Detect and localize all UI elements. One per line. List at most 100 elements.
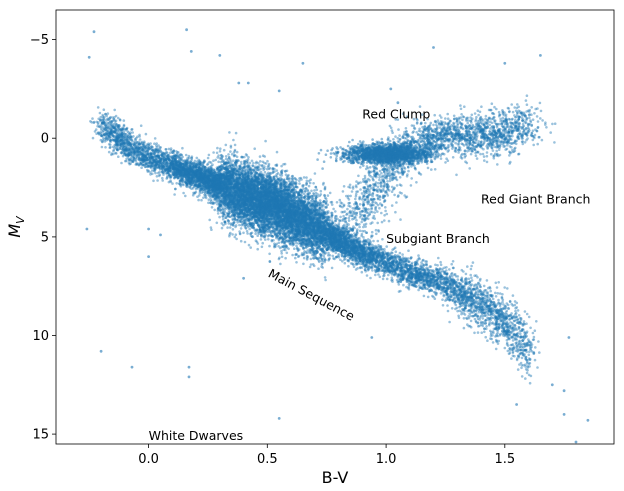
- data-point: [281, 237, 285, 241]
- data-point: [339, 246, 343, 249]
- data-point: [179, 171, 183, 174]
- data-point: [312, 237, 316, 241]
- data-point: [230, 163, 233, 167]
- data-point: [277, 190, 280, 193]
- data-point: [160, 167, 164, 170]
- data-point: [268, 200, 272, 203]
- data-point: [353, 242, 356, 246]
- data-point: [145, 153, 148, 157]
- data-point: [242, 208, 245, 211]
- data-point: [280, 202, 284, 205]
- data-point: [538, 351, 541, 354]
- data-point: [302, 208, 305, 212]
- data-point: [259, 210, 262, 214]
- data-point: [234, 181, 237, 184]
- data-point: [230, 190, 234, 193]
- data-point: [206, 191, 210, 195]
- data-point: [211, 187, 214, 190]
- data-point: [285, 251, 289, 255]
- data-point: [119, 151, 123, 154]
- data-point: [138, 157, 142, 161]
- data-point: [372, 263, 376, 267]
- data-point: [256, 185, 259, 188]
- data-point: [308, 222, 311, 225]
- data-point: [346, 232, 350, 235]
- data-point: [206, 162, 210, 165]
- data-point: [243, 240, 247, 244]
- data-point: [285, 213, 289, 217]
- data-point: [535, 320, 538, 323]
- data-point: [513, 333, 516, 336]
- data-point: [137, 152, 141, 156]
- data-point: [435, 275, 438, 279]
- data-point: [285, 216, 288, 220]
- data-point: [243, 210, 247, 213]
- data-point: [314, 208, 318, 212]
- data-point: [296, 205, 300, 208]
- data-point: [448, 279, 452, 283]
- data-point: [323, 276, 327, 279]
- data-point: [231, 159, 235, 162]
- data-point: [326, 194, 330, 197]
- data-point: [424, 274, 428, 277]
- data-point: [331, 231, 335, 235]
- data-point: [316, 222, 320, 225]
- data-point: [394, 255, 397, 259]
- data-point: [295, 210, 298, 214]
- data-point: [152, 158, 155, 162]
- data-point: [234, 189, 237, 192]
- data-point: [179, 168, 182, 172]
- data-point: [182, 162, 186, 166]
- data-point: [445, 280, 449, 284]
- data-point: [480, 331, 484, 335]
- scatter-points-layer: [85, 28, 590, 444]
- data-point: [236, 188, 240, 191]
- data-point: [118, 147, 121, 150]
- data-point: [468, 308, 471, 312]
- data-point: [221, 203, 224, 206]
- data-point: [169, 173, 172, 177]
- data-point: [229, 199, 232, 203]
- data-point: [426, 287, 430, 291]
- data-point: [265, 181, 268, 185]
- data-point: [286, 191, 289, 194]
- data-point: [511, 294, 515, 297]
- data-point: [91, 136, 95, 140]
- data-point: [176, 154, 179, 158]
- data-point: [153, 142, 156, 145]
- data-point: [219, 174, 223, 177]
- data-point: [313, 252, 317, 256]
- data-point: [321, 241, 324, 244]
- data-point: [388, 261, 391, 264]
- data-point: [272, 211, 275, 215]
- data-point: [274, 213, 278, 216]
- data-point: [264, 185, 268, 188]
- data-point: [244, 172, 247, 176]
- data-point: [346, 245, 350, 249]
- data-point: [245, 197, 249, 201]
- data-point: [218, 180, 221, 184]
- data-point: [319, 225, 323, 229]
- data-point: [286, 214, 290, 217]
- data-point: [223, 195, 226, 199]
- data-point: [231, 201, 235, 204]
- data-point: [256, 247, 260, 251]
- data-point: [249, 212, 253, 216]
- data-point: [274, 220, 278, 223]
- data-point: [308, 201, 311, 205]
- data-point: [268, 221, 272, 225]
- data-point: [206, 178, 210, 181]
- data-point: [315, 243, 318, 246]
- data-point: [211, 181, 214, 184]
- data-point: [190, 167, 193, 171]
- data-point: [485, 325, 488, 328]
- data-point: [281, 227, 285, 230]
- data-point: [466, 265, 469, 268]
- data-point: [469, 314, 473, 318]
- data-point: [296, 232, 300, 236]
- data-point: [235, 170, 238, 173]
- data-point: [238, 223, 241, 227]
- data-point: [166, 168, 170, 172]
- data-point: [369, 276, 372, 280]
- data-point: [294, 236, 298, 239]
